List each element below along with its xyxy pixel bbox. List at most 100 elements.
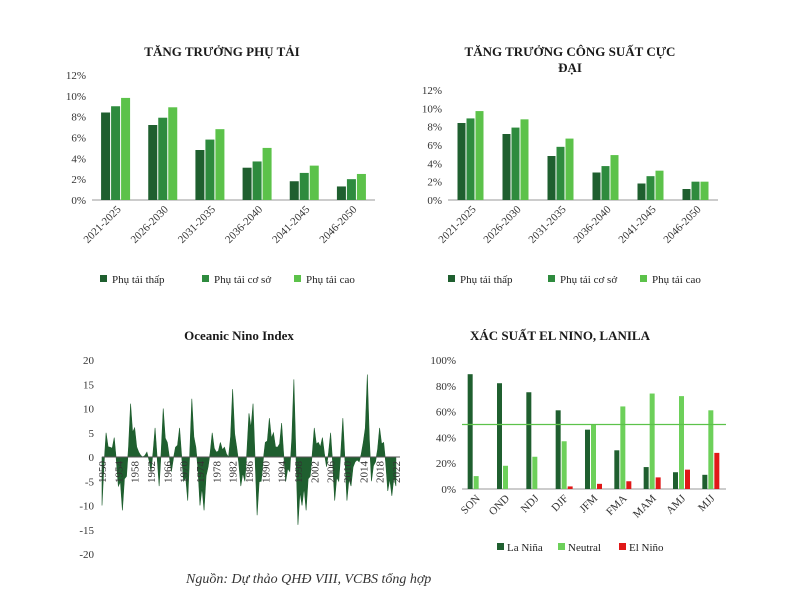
- bar: [111, 106, 121, 200]
- bar: [299, 172, 309, 200]
- x-tick-label: 2026-2030: [481, 203, 524, 246]
- bar: [547, 156, 556, 200]
- legend-swatch: [100, 275, 107, 282]
- y-tick-label: 8%: [71, 112, 86, 124]
- enso-probability-title: XÁC SUẤT EL NINO, LANILA: [470, 328, 651, 343]
- bar: [475, 111, 484, 200]
- y-tick-label: 80%: [436, 381, 456, 393]
- bar: [673, 472, 678, 489]
- y-tick-label: 5: [89, 428, 95, 440]
- peak-capacity-title: TĂNG TRƯỞNG CÔNG SUẤT CỰC ĐẠI: [465, 44, 676, 75]
- title-line: TĂNG TRƯỞNG CÔNG SUẤT CỰC: [465, 44, 676, 59]
- y-tick-label: 2%: [71, 174, 86, 186]
- bar: [565, 138, 574, 200]
- x-tick-label: FMA: [604, 493, 629, 518]
- bar: [466, 118, 475, 200]
- x-tick-label: MJJ: [696, 492, 718, 514]
- y-tick-label: 6%: [427, 140, 442, 152]
- source-note: Nguồn: Dự thảo QHĐ VIII, VCBS tổng hợp: [186, 572, 432, 587]
- y-tick-label: 0%: [427, 195, 442, 207]
- y-tick-label: -15: [79, 525, 94, 537]
- y-tick-label: -20: [79, 549, 94, 561]
- y-tick-label: 4%: [71, 153, 86, 165]
- bar: [252, 161, 262, 200]
- x-tick-label: 1974: [195, 461, 207, 484]
- y-tick-label: 12%: [66, 70, 86, 82]
- bar: [685, 469, 690, 489]
- x-tick-label: 1966: [162, 461, 174, 484]
- bar: [457, 123, 466, 200]
- bar: [309, 165, 319, 200]
- bar: [700, 181, 709, 200]
- bar: [101, 112, 111, 200]
- bar: [708, 410, 714, 489]
- legend-swatch: [548, 275, 555, 282]
- y-tick-label: 10%: [422, 103, 442, 115]
- legend-label: Phụ tải cao: [306, 274, 355, 286]
- y-tick-label: 60%: [436, 407, 456, 419]
- bar: [646, 176, 655, 200]
- bar: [346, 179, 356, 200]
- legend-label: Phụ tải cao: [652, 274, 701, 286]
- oni-title: Oceanic Nino Index: [184, 328, 294, 343]
- y-tick-label: 6%: [71, 133, 86, 145]
- title-line: ĐẠI: [558, 60, 582, 75]
- x-tick-label: NDJ: [519, 492, 542, 515]
- legend-label: Phụ tải thấp: [112, 274, 165, 286]
- x-tick-label: 1958: [130, 461, 142, 484]
- legend-label: Neutral: [568, 542, 601, 554]
- bar: [502, 134, 511, 200]
- x-tick-label: DJF: [549, 493, 570, 514]
- bar: [242, 167, 252, 200]
- load-growth-chart: TĂNG TRƯỞNG PHỤ TẢI 0% 2% 4% 6% 8% 10% 12% 2021…: [66, 44, 375, 286]
- x-tick-label: 1986: [244, 461, 256, 484]
- bar: [585, 429, 590, 489]
- bar: [610, 155, 619, 200]
- peak-capacity-chart: TĂNG TRƯỞNG CÔNG SUẤT CỰC ĐẠI 0% 2% 4% 6% 8% 1…: [422, 44, 718, 286]
- bar: [520, 119, 529, 200]
- bar: [679, 396, 684, 489]
- y-tick-label: 20: [83, 355, 95, 367]
- bar: [195, 150, 205, 200]
- x-tick-label: 2021-2025: [436, 203, 479, 246]
- bar: [620, 406, 626, 489]
- legend-label: Phụ tải cơ sở: [560, 274, 617, 286]
- legend-swatch: [640, 275, 647, 282]
- x-tick-label: 1962: [146, 461, 158, 483]
- y-tick-label: 0: [89, 452, 95, 464]
- x-tick-label: 1982: [228, 461, 240, 483]
- x-tick-label: 2036-2040: [571, 203, 614, 246]
- enso-probability-chart: XÁC SUẤT EL NINO, LANILA 0% 20% 40% 60% 80% 1…: [430, 328, 726, 554]
- bar: [336, 186, 346, 200]
- bar: [561, 441, 567, 489]
- legend-swatch: [294, 275, 301, 282]
- y-tick-label: 0%: [441, 484, 456, 496]
- bar: [637, 183, 646, 200]
- y-tick-label: 40%: [436, 432, 456, 444]
- bar: [215, 129, 225, 200]
- x-tick-label: JFM: [577, 492, 600, 515]
- x-tick-label: 2021-2025: [82, 203, 125, 246]
- bar: [262, 147, 272, 200]
- bar: [526, 392, 532, 489]
- bar: [289, 181, 299, 200]
- bar: [158, 117, 168, 200]
- x-tick-label: 2046-2050: [661, 203, 704, 246]
- x-tick-label: 1978: [211, 461, 223, 484]
- legend-swatch: [497, 543, 504, 550]
- legend-swatch: [448, 275, 455, 282]
- bar: [614, 450, 620, 489]
- legend-label: Phụ tải cơ sở: [214, 274, 271, 286]
- y-tick-label: -5: [85, 476, 95, 488]
- bar: [467, 374, 473, 489]
- bar: [503, 465, 508, 489]
- bar: [205, 139, 215, 200]
- bar: [626, 481, 632, 489]
- bar: [714, 452, 720, 489]
- bar: [511, 127, 520, 200]
- x-tick-label: MAM: [631, 492, 659, 520]
- bar: [643, 467, 649, 489]
- y-tick-label: 2%: [427, 177, 442, 189]
- y-tick-label: 8%: [427, 122, 442, 134]
- bar: [121, 97, 131, 200]
